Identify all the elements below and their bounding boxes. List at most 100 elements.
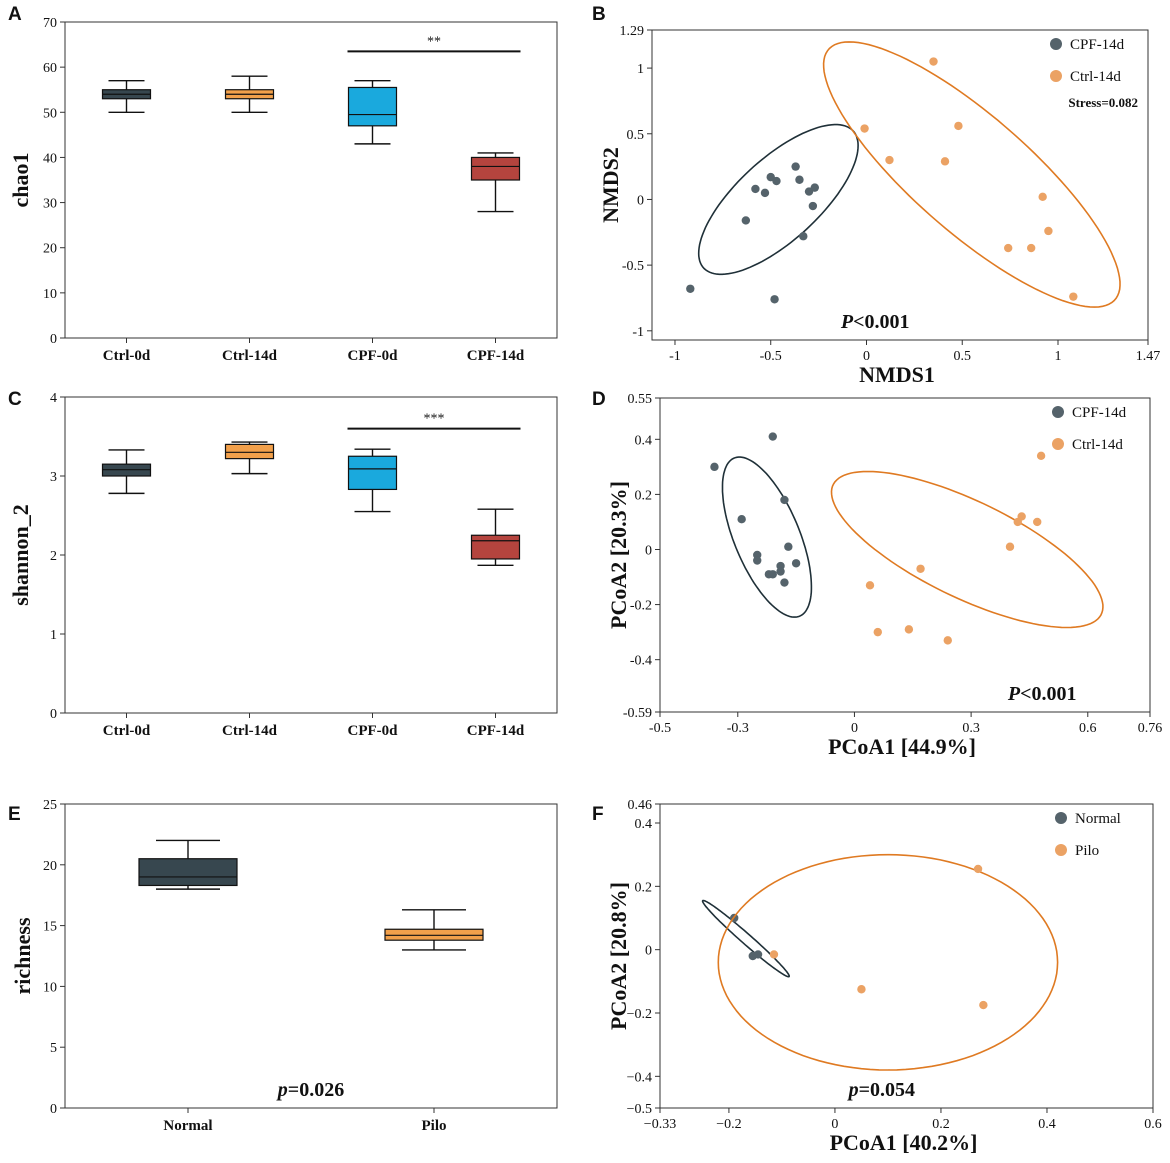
p-value-number: <0.001 [853,311,909,333]
x-tick-label: 0.76 [1138,721,1163,736]
point-CPF-14d [795,175,804,184]
point-Pilo [979,1000,988,1010]
p-value-symbol: P [840,311,854,333]
y-axis-label: PCoA2 [20.3%] [606,481,631,629]
y-tick-label: -0.2 [630,599,652,614]
point-CPF-14d [791,162,800,171]
point-CPF-14d [751,184,760,194]
point-CPF-14d [686,284,695,293]
legend-label: Ctrl-14d [1070,69,1121,85]
y-tick-label: 20 [43,242,57,257]
point-Pilo [857,985,866,994]
point-Ctrl-14d [1013,517,1022,527]
legend-marker [1050,70,1062,82]
p-value-symbol: p [276,1079,288,1101]
y-tick-label: 0.46 [628,798,653,813]
panel-F: F −0.33 −0.2 0 0.2 0.4 0.6 −0.5 −0.4 −0.2 0 0.2 0.4 0… [592,798,1162,1155]
y-tick-label: 0 [637,193,644,208]
point-Ctrl-14d [885,155,894,165]
x-axis-label: NMDS1 [859,362,935,387]
y-tick-label: 25 [43,798,57,813]
x-tick-label: 0.6 [1079,721,1097,736]
plot-frame [651,29,1149,341]
y-tick-label: 1 [50,628,57,643]
significance-label: ** [427,34,441,49]
y-tick-label: 1.29 [620,24,645,39]
box-Normal [138,858,238,887]
point-CPF-14d [710,462,719,472]
panel-B: B -1 -0.5 0 0.5 1 1.47 -1 -0.5 0 0.5 1 1.29 NMDS1 NMDS… [592,4,1160,387]
confidence-ellipse-Normal [701,899,791,978]
legend-label: CPF-14d [1072,405,1127,421]
point-CPF-14d [772,176,781,186]
confidence-ellipse-CPF-14d [721,456,813,618]
legend-label: Pilo [1075,843,1099,859]
point-Ctrl-14d [929,57,938,66]
box-CPF-0d [347,86,398,127]
point-Ctrl-14d [1038,192,1047,202]
y-tick-label: 0.4 [635,433,653,448]
y-tick-label: -0.4 [630,654,652,669]
y-tick-label: 15 [43,920,57,935]
panel-C: C 0 1 2 3 4 Ctrl-0d Ctrl-14d CPF-0d CPF-14d shanno… [8,389,558,739]
category-label: Normal [163,1118,212,1134]
legend-label: Ctrl-14d [1072,437,1123,453]
y-tick-label: 2 [50,549,57,564]
p-value-number: =0.026 [288,1079,344,1101]
point-CPF-14d [737,514,746,524]
category-label: Ctrl-14d [222,348,278,364]
point-Ctrl-14d [873,627,882,637]
box-Pilo [384,928,484,941]
point-CPF-14d [770,295,779,304]
y-tick-label: −0.4 [627,1070,652,1085]
point-Ctrl-14d [1069,292,1078,301]
point-Ctrl-14d [1033,517,1042,527]
panel-letter: C [8,389,22,410]
confidence-ellipse-Ctrl-14d [822,41,1121,308]
y-axis-label: PCoA2 [20.8%] [606,882,631,1030]
point-CPF-14d [780,578,789,587]
x-tick-label: 0.6 [1144,1117,1162,1132]
y-tick-label: 0.2 [635,880,653,895]
y-tick-label: -1 [632,325,644,340]
point-CPF-14d [799,232,808,241]
y-tick-label: 5 [50,1041,57,1056]
significance-label: *** [424,412,445,427]
box-Ctrl-14d [224,443,275,460]
x-tick-label: -1 [669,349,681,364]
point-CPF-14d [776,567,785,576]
p-value-annotation: P<0.001 [1007,683,1077,705]
point-CPF-14d [760,188,770,198]
point-Normal [753,950,763,959]
panel-A: A 0 10 20 30 40 50 60 70 Ctrl-0d Ctrl-14d CPF-0d CPF… [8,4,558,364]
y-tick-label: 0 [645,543,652,558]
y-tick-label: 30 [43,197,57,212]
y-tick-label: 0.4 [635,817,653,832]
point-CPF-14d [753,556,762,565]
legend-marker [1052,438,1064,450]
x-tick-label: 0.4 [1038,1117,1056,1132]
point-Ctrl-14d [1044,226,1053,236]
x-axis-label: PCoA1 [44.9%] [828,734,976,759]
category-label: CPF-14d [467,723,525,739]
y-tick-label: 60 [43,61,57,76]
confidence-ellipse-Ctrl-14d [830,470,1104,629]
point-Ctrl-14d [1004,243,1013,253]
x-tick-label: 0 [831,1117,838,1132]
point-CPF-14d [810,183,819,192]
legend-marker [1055,812,1067,824]
point-Ctrl-14d [916,564,925,573]
point-Pilo [973,864,983,874]
x-tick-label: 0.5 [953,349,971,364]
x-tick-label: -0.5 [649,721,671,736]
point-CPF-14d [791,559,801,568]
x-tick-label: -0.5 [760,349,782,364]
x-tick-label: 0.2 [932,1117,950,1132]
legend-marker [1050,38,1062,50]
x-tick-label: 1.47 [1136,349,1161,364]
point-Ctrl-14d [940,157,950,166]
x-tick-label: 1 [1054,349,1061,364]
y-tick-label: 20 [43,859,57,874]
point-Ctrl-14d [943,636,952,645]
